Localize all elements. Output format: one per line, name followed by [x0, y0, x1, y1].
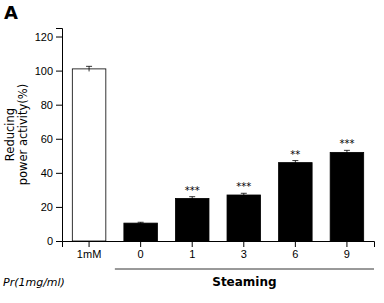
- x-tick: 3: [241, 241, 247, 260]
- error-bar-cap: [189, 196, 195, 197]
- x-tick: 9: [344, 241, 350, 260]
- x-tick-label: 1: [189, 248, 195, 260]
- y-tick-label: 20: [41, 201, 53, 213]
- panel-label: A: [4, 2, 18, 23]
- y-tick-mark: [56, 207, 62, 208]
- plot: 0204060801001201mM01369***********: [35, 29, 375, 260]
- x-tick-label: 6: [292, 248, 298, 260]
- x-tick-label: 3: [241, 248, 247, 260]
- x-tick: 6: [292, 241, 298, 260]
- y-axis-line: [56, 29, 63, 242]
- error-bar: [344, 150, 350, 154]
- error-bar-cap: [138, 222, 144, 223]
- x-tick-label: 0: [138, 248, 144, 260]
- x-tick-label: 1mM: [77, 248, 101, 260]
- bar: [72, 69, 106, 241]
- x-tick-mark: [295, 241, 296, 247]
- x-axis-title: Pr(1mg/ml): [3, 276, 65, 289]
- error-bar-cap: [344, 150, 350, 151]
- chart: 0204060801001201mM01369***********Reduci…: [0, 0, 384, 303]
- error-bar: [241, 193, 247, 196]
- y-axis-title-line: Reducing: [3, 108, 17, 161]
- bar: [124, 223, 158, 241]
- y-tick-mark: [56, 241, 62, 242]
- y-tick-label: 60: [41, 133, 53, 145]
- y-tick-label: 120: [35, 31, 53, 43]
- y-tick: 60: [41, 133, 62, 145]
- x-tick-mark: [89, 241, 90, 247]
- error-bar: [292, 161, 298, 165]
- significance-marker: **: [290, 149, 300, 160]
- y-axis-title: Reducingpower activity(%): [3, 84, 30, 186]
- bar: [227, 195, 261, 241]
- y-tick-label: 100: [35, 65, 53, 77]
- y-tick: 0: [47, 235, 62, 247]
- group-bracket: [115, 269, 374, 270]
- error-bar-cap: [241, 193, 247, 194]
- significance-marker: ***: [185, 185, 200, 196]
- y-tick-label: 0: [47, 235, 53, 247]
- marks: [72, 66, 363, 241]
- error-bar-stem: [346, 150, 347, 154]
- error-bar: [189, 197, 195, 200]
- significance-marker: ***: [339, 138, 354, 149]
- y-tick-mark: [56, 37, 62, 38]
- y-tick: 40: [41, 167, 62, 179]
- significance: ***********: [185, 138, 355, 195]
- x-axis: 1mM 0 1 3 6 9: [63, 241, 375, 260]
- x-tick: 0: [138, 241, 144, 260]
- y-axis-title-line: power activity(%): [16, 84, 30, 186]
- y-tick-mark: [56, 173, 62, 174]
- y-tick: 20: [41, 201, 62, 213]
- error-bar-cap: [292, 160, 298, 161]
- y-tick-mark: [56, 139, 62, 140]
- error-bar-stem: [192, 197, 193, 200]
- y-tick-label: 40: [41, 167, 53, 179]
- x-tick: 1: [189, 241, 195, 260]
- x-tick-mark: [243, 241, 244, 247]
- y-tick: 80: [41, 99, 62, 111]
- y-tick-mark: [56, 105, 62, 106]
- y-tick-label: 80: [41, 99, 53, 111]
- y-axis: 0 20 40 60 80 100 120: [35, 29, 63, 248]
- x-tick-mark: [140, 241, 141, 247]
- x-tick-mark: [346, 241, 347, 247]
- significance-marker: ***: [236, 181, 251, 192]
- y-tick: 120: [35, 31, 62, 43]
- x-axis-line: [63, 242, 375, 248]
- y-tick: 100: [35, 65, 62, 77]
- error-bar: [86, 66, 92, 71]
- bar: [175, 198, 209, 241]
- y-tick-mark: [56, 71, 62, 72]
- error-bar-stem: [295, 161, 296, 165]
- x-tick-label: 9: [344, 248, 350, 260]
- x-tick-mark: [192, 241, 193, 247]
- bar: [279, 163, 313, 241]
- x-tick: 1mM: [77, 241, 101, 260]
- error-bar-cap: [86, 66, 92, 67]
- error-bar-stem: [243, 193, 244, 196]
- error-bar: [138, 222, 144, 224]
- error-bar-stem: [89, 66, 90, 71]
- group-label: Steaming: [212, 275, 276, 289]
- bar: [330, 152, 364, 241]
